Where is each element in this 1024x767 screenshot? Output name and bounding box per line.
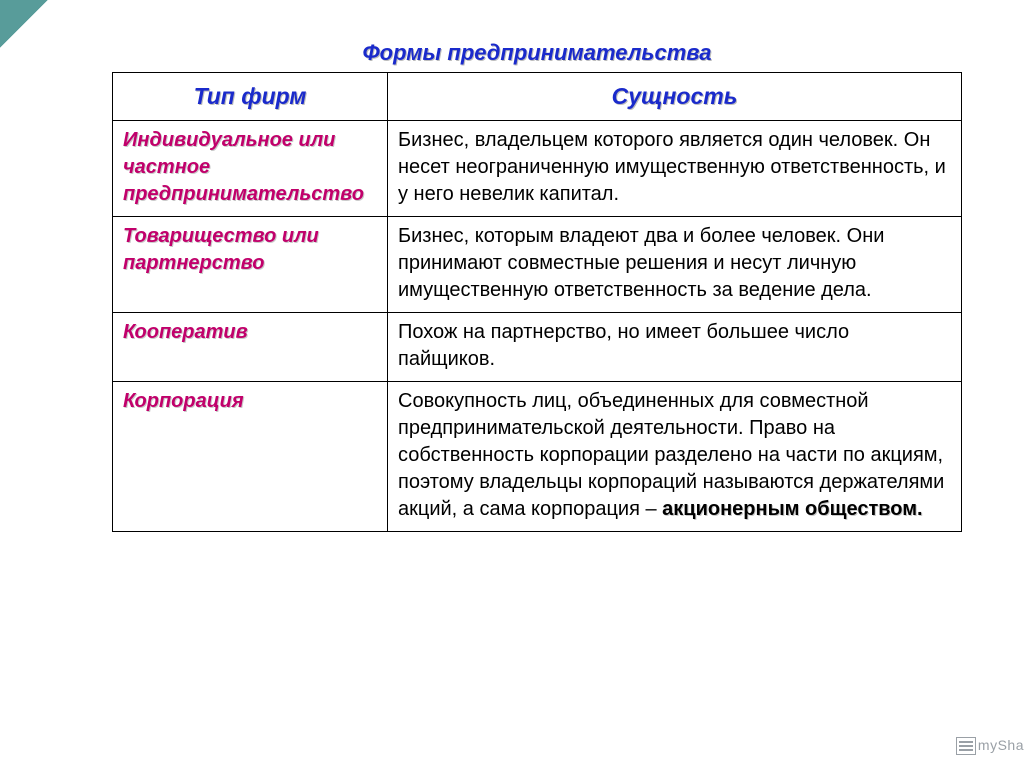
type-label: Товарищество или партнерство — [123, 225, 319, 274]
table-row: Индивидуальное или частное предпринимате… — [113, 121, 962, 217]
forms-table: Тип фирм Сущность Индивидуальное или час… — [112, 72, 962, 532]
essence-cell: Совокупность лиц, объединенных для совме… — [388, 382, 962, 532]
table-row: Кооператив Похож на партнерство, но имее… — [113, 313, 962, 382]
watermark: mySha — [956, 737, 1024, 755]
table-header-row: Тип фирм Сущность — [113, 73, 962, 121]
essence-cell: Бизнес, владельцем которого является оди… — [388, 121, 962, 217]
type-label: Корпорация — [123, 390, 244, 412]
table-row: Корпорация Совокупность лиц, объединенны… — [113, 382, 962, 532]
watermark-icon — [956, 737, 976, 755]
table-row: Товарищество или партнерство Бизнес, кот… — [113, 217, 962, 313]
slide-content: Формы предпринимательства Тип фирм Сущно… — [0, 0, 1024, 552]
header-col1: Тип фирм — [113, 73, 388, 121]
essence-cell: Бизнес, которым владеют два и более чело… — [388, 217, 962, 313]
essence-cell: Похож на партнерство, но имеет большее ч… — [388, 313, 962, 382]
corner-decoration — [0, 0, 48, 48]
type-label: Индивидуальное или частное предпринимате… — [123, 129, 364, 205]
header-col2: Сущность — [388, 73, 962, 121]
essence-emphasis: акционерным обществом. — [662, 498, 922, 520]
type-label: Кооператив — [123, 321, 248, 343]
watermark-text: mySha — [978, 737, 1024, 753]
slide-title: Формы предпринимательства — [110, 40, 964, 66]
